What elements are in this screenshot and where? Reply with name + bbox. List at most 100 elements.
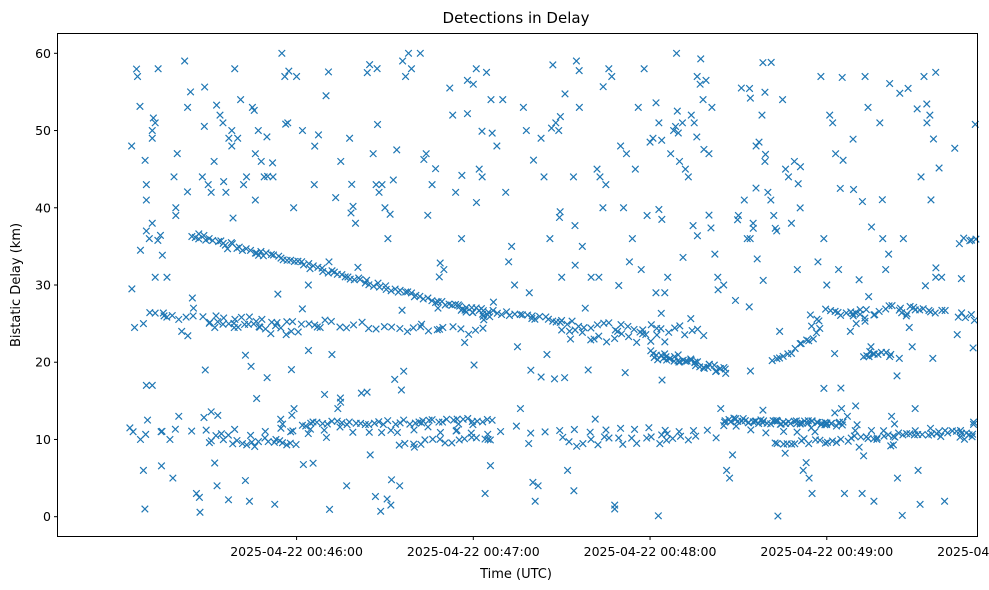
data-point: [166, 435, 174, 444]
data-point: [681, 165, 690, 173]
data-point: [366, 451, 374, 459]
data-point: [208, 236, 217, 245]
data-point: [895, 354, 904, 363]
data-point: [172, 204, 180, 212]
data-point: [237, 313, 246, 322]
data-point: [195, 230, 203, 238]
data-point: [501, 188, 510, 197]
data-point: [836, 311, 845, 320]
data-point: [720, 418, 729, 426]
data-point: [493, 309, 502, 317]
data-point: [851, 402, 860, 410]
data-point: [969, 420, 978, 429]
data-point: [858, 489, 866, 498]
data-point: [451, 300, 460, 309]
data-point: [761, 157, 769, 166]
data-point: [614, 434, 623, 442]
data-point: [313, 323, 322, 331]
data-point: [896, 304, 905, 312]
data-point: [529, 156, 538, 164]
data-point: [196, 508, 204, 516]
data-point: [471, 326, 480, 334]
data-point: [808, 417, 816, 425]
data-point: [169, 474, 177, 482]
data-point: [337, 157, 345, 166]
data-point: [472, 434, 481, 442]
data-point: [428, 296, 436, 305]
data-point: [250, 106, 258, 115]
data-point: [657, 325, 665, 333]
data-point: [792, 417, 801, 425]
data-point: [348, 180, 356, 189]
data-point: [852, 319, 860, 328]
data-point: [222, 188, 230, 197]
data-point: [837, 404, 846, 413]
data-point: [142, 180, 151, 189]
data-point: [546, 234, 554, 243]
data-point: [175, 315, 183, 324]
data-point: [136, 246, 145, 254]
data-point: [861, 314, 869, 322]
data-point: [955, 239, 964, 248]
data-point: [336, 323, 344, 331]
data-point: [482, 68, 491, 77]
y-axis: 0 10 20 30 40 50 60: [35, 46, 58, 524]
data-point: [493, 142, 501, 150]
data-point: [923, 119, 931, 127]
data-point: [163, 313, 171, 321]
data-point: [148, 219, 156, 227]
data-point: [136, 102, 144, 111]
data-point: [325, 505, 334, 514]
data-point: [856, 306, 864, 314]
data-point: [920, 72, 928, 81]
data-point: [457, 325, 465, 333]
data-point: [320, 390, 329, 399]
data-point: [254, 437, 263, 446]
data-point: [358, 318, 366, 327]
data-point: [387, 323, 396, 331]
data-point: [541, 428, 549, 436]
data-point: [746, 94, 755, 102]
data-point: [231, 315, 239, 324]
data-point: [652, 99, 660, 107]
data-point: [816, 324, 824, 333]
data-point: [697, 55, 705, 63]
data-point: [258, 315, 266, 324]
data-point: [755, 138, 763, 146]
data-point: [376, 507, 385, 516]
data-point: [145, 234, 154, 243]
data-point: [610, 505, 619, 513]
data-point: [828, 119, 837, 127]
data-point: [231, 65, 239, 73]
data-point: [504, 258, 513, 266]
data-point: [587, 435, 595, 444]
data-point: [661, 288, 669, 297]
x-tick-label: 2025-04-22 00:48:00: [584, 544, 717, 559]
data-point: [751, 417, 759, 426]
data-point: [460, 338, 469, 347]
data-point: [345, 418, 354, 426]
data-point: [675, 157, 684, 166]
data-point: [292, 440, 300, 449]
data-point: [294, 328, 302, 336]
data-point: [130, 323, 139, 332]
data-point: [876, 119, 884, 127]
data-point: [395, 482, 404, 490]
data-point: [158, 251, 167, 259]
data-point: [142, 381, 151, 390]
data-point: [839, 156, 847, 164]
data-point: [236, 95, 245, 104]
data-point: [481, 489, 489, 498]
data-point: [691, 361, 700, 370]
data-point: [630, 425, 639, 434]
data-point: [821, 305, 830, 313]
data-point: [689, 426, 698, 435]
data-point: [689, 221, 697, 230]
data-point: [699, 331, 708, 340]
data-point: [535, 312, 544, 321]
data-point: [246, 246, 255, 255]
data-point: [440, 265, 448, 274]
data-point: [380, 322, 389, 331]
data-point: [617, 320, 625, 329]
data-point: [217, 430, 226, 438]
